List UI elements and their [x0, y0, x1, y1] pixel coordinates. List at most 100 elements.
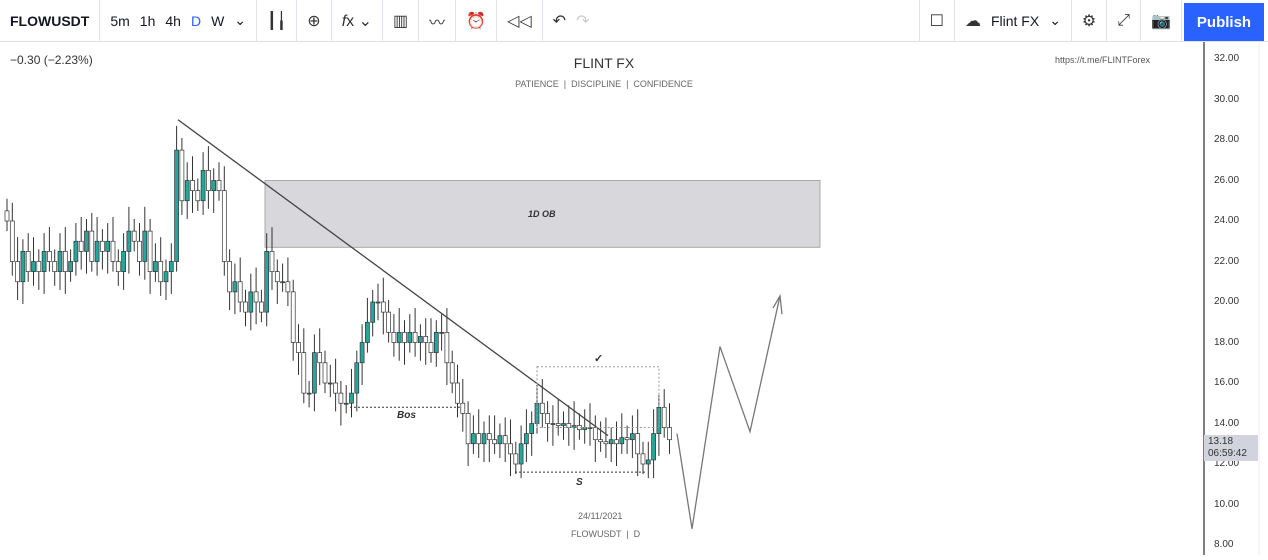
symbol-button[interactable]: FLOWUSDT: [0, 0, 101, 42]
rewind-icon: ◁◁: [507, 12, 532, 30]
replay-button[interactable]: ◁◁: [497, 0, 543, 42]
price-change: −0.30 (−2.23%): [10, 53, 93, 67]
price-tick: 26.00: [1214, 174, 1240, 186]
bos-label: Bos: [397, 410, 416, 421]
candle-body: [216, 180, 222, 191]
candle-body: [89, 230, 95, 262]
chart-area[interactable]: −0.30 (−2.23%) FLINT FX PATIENCE | DISCI…: [0, 42, 1268, 555]
watermark-title: FLINT FX: [573, 55, 635, 71]
candle-body: [243, 301, 248, 313]
candle-body: [163, 271, 169, 283]
alarm-icon: ⏰: [466, 12, 487, 30]
last-price: 13.18: [1208, 436, 1234, 447]
candle-body: [158, 261, 164, 283]
publish-button[interactable]: Publish: [1184, 3, 1264, 41]
candle-body: [142, 230, 148, 262]
candle-body: [407, 332, 413, 343]
interval-D[interactable]: D: [190, 12, 202, 29]
candle-body: [20, 251, 26, 283]
candle-body: [608, 439, 614, 445]
templates-button[interactable]: ▥: [383, 0, 420, 42]
interval-W[interactable]: W: [211, 12, 225, 29]
candle-body: [460, 402, 466, 414]
settings-button[interactable]: ⚙: [1072, 0, 1108, 42]
redo-icon[interactable]: ↷: [576, 12, 590, 30]
interval-1h[interactable]: 1h: [139, 12, 156, 29]
interval-5m[interactable]: 5m: [110, 12, 130, 29]
order-block-zone: [264, 180, 821, 248]
interval-4h[interactable]: 4h: [165, 12, 181, 29]
candle-body: [280, 281, 285, 284]
price-tick: 28.00: [1214, 134, 1240, 145]
chevron-down-icon: ⌄: [1049, 12, 1061, 28]
undo-icon[interactable]: ↶: [552, 12, 567, 30]
candle-body: [147, 230, 153, 272]
candle-body: [524, 433, 529, 445]
compare-button[interactable]: ⊕: [297, 0, 332, 42]
candle-body: [402, 332, 407, 343]
candle-body: [211, 180, 217, 191]
candle-body: [78, 240, 84, 252]
candle-body: [349, 392, 354, 404]
candle-body: [105, 240, 111, 252]
candle-body: [534, 402, 540, 424]
candle-body: [4, 210, 10, 222]
candle-body: [221, 190, 227, 262]
candle-body: [518, 443, 524, 465]
candle-body: [471, 433, 476, 445]
price-tick: 24.00: [1214, 215, 1240, 226]
candle-body: [237, 281, 243, 303]
candle-body: [285, 281, 291, 293]
candle-body: [126, 230, 132, 252]
candle-body: [333, 382, 338, 394]
fullscreen-button[interactable]: ⤢: [1107, 0, 1142, 42]
candle-body: [492, 439, 497, 445]
fullscreen-icon: ⤢: [1117, 11, 1131, 29]
candle-body: [645, 459, 651, 465]
candle-body: [62, 251, 68, 272]
candle-body: [57, 251, 63, 272]
trendline: [177, 119, 609, 437]
chevron-down-icon[interactable]: ⌄: [234, 12, 247, 28]
watermark-link: https://t.me/FLINTForex: [1055, 55, 1151, 65]
candle-body: [592, 427, 598, 441]
alert-button[interactable]: ⏰: [456, 0, 498, 42]
chart-type-button[interactable]: ┃╽: [257, 0, 298, 42]
candle-body: [529, 423, 535, 434]
arrow-head-icon: [772, 293, 783, 315]
candle-body: [15, 261, 20, 283]
candle-body: [614, 439, 619, 445]
candle-body: [41, 251, 47, 272]
candle-body: [667, 427, 672, 441]
indicators-button[interactable]: fx ⌄: [332, 0, 383, 42]
candle-body: [365, 321, 370, 343]
financials-button[interactable]: 〰: [419, 0, 457, 42]
candle-body: [31, 261, 36, 272]
candle-body: [428, 342, 434, 353]
price-tick: 8.00: [1214, 539, 1234, 550]
candle-body: [571, 425, 577, 428]
candle-body: [137, 240, 142, 262]
chart-canvas[interactable]: [0, 42, 1268, 555]
candle-body: [476, 433, 482, 445]
square-icon[interactable]: ☐: [929, 12, 944, 30]
check-label: ✓: [594, 353, 604, 365]
ob-label: 1D OB: [528, 209, 556, 219]
candle-body: [100, 240, 105, 252]
candle-body: [359, 342, 365, 364]
candle-body: [343, 402, 349, 405]
snapshot-button[interactable]: 📷: [1141, 0, 1182, 42]
candle-body: [153, 261, 158, 272]
layout-button[interactable]: ☁ Flint FX ⌄: [955, 0, 1072, 42]
bars-icon: ▥: [393, 12, 409, 30]
candle-body: [248, 291, 254, 313]
candle-body: [619, 437, 625, 445]
candle-body: [68, 261, 73, 272]
cloud-icon: ☁: [964, 12, 981, 30]
s-label: S: [576, 477, 583, 488]
candle-body: [190, 180, 195, 191]
candle-body: [396, 332, 402, 343]
candle-body: [84, 230, 89, 252]
price-tick: 10.00: [1214, 498, 1240, 510]
candle-body: [253, 291, 259, 303]
